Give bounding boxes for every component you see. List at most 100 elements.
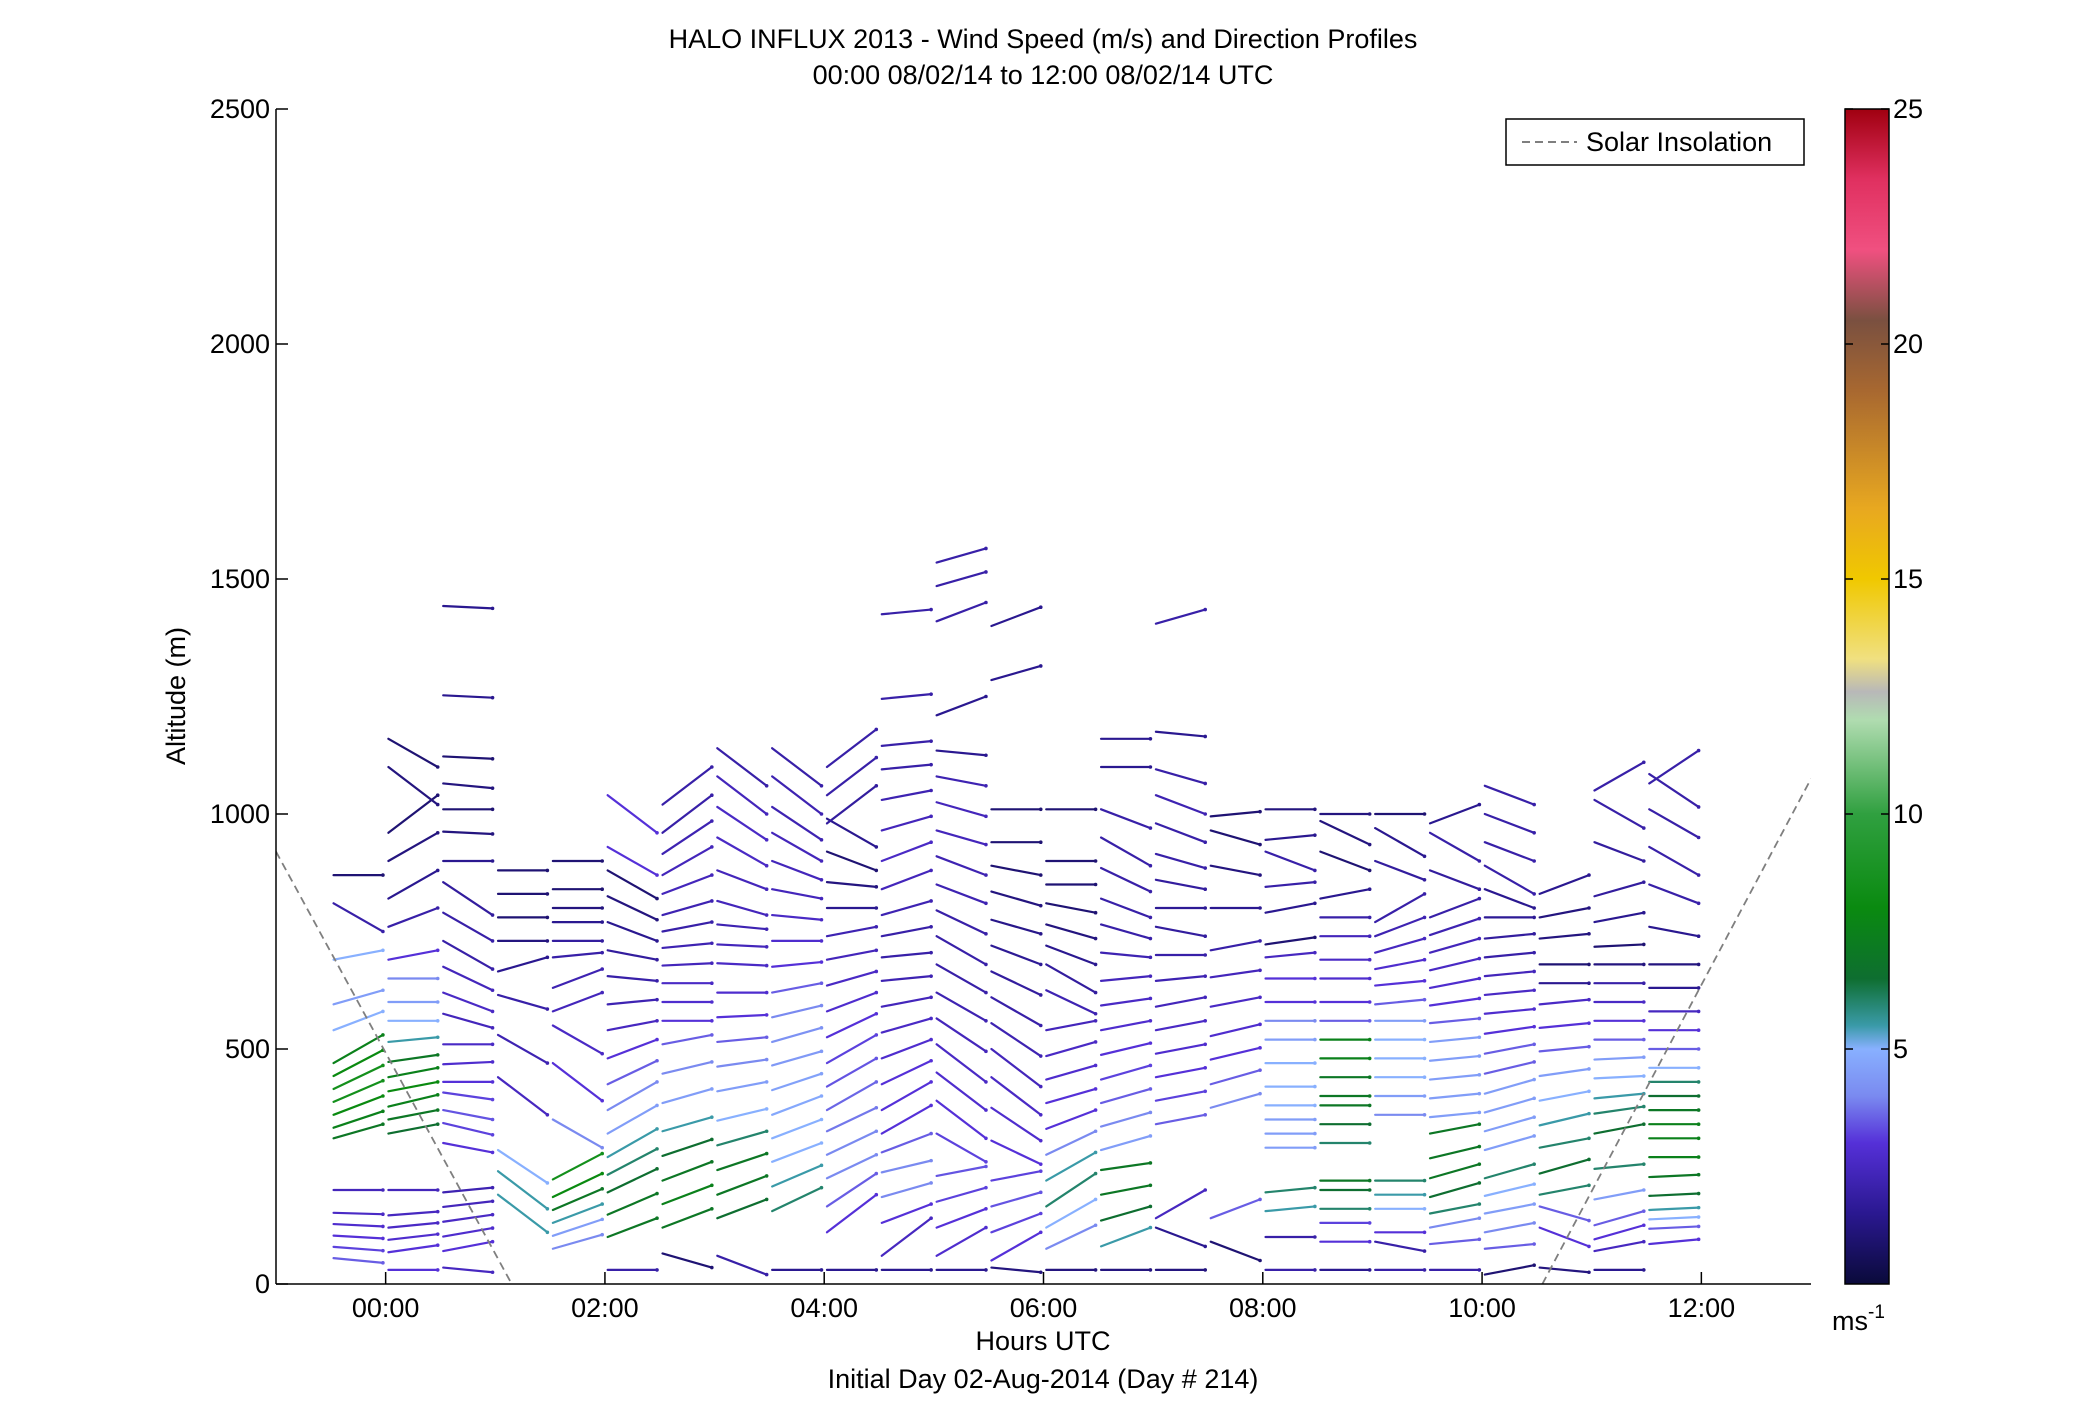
wind-barb-head [435,1188,440,1192]
wind-barb-head [764,944,769,949]
wind-barb [1648,1206,1700,1212]
wind-barb-head [984,1185,988,1190]
wind-barb-head [490,1080,495,1084]
wind-barb [332,1010,385,1032]
wind-barb [880,789,933,802]
wind-barb [1099,975,1152,982]
wind-barb-head [929,1058,933,1063]
wind-barb [1209,1023,1262,1038]
wind-barb-head [710,1019,714,1023]
wind-barb-head [710,1000,714,1004]
solar-insolation-line [276,851,513,1284]
wind-barb-head [1696,1028,1701,1032]
wind-barb [551,1202,604,1225]
wind-barb-head [984,1019,988,1023]
wind-barb [387,1221,439,1229]
wind-barb-head [1367,812,1372,816]
wind-barb [661,1160,713,1182]
wind-barb-head [381,1236,385,1241]
wind-barb-head [874,885,879,889]
wind-barb-head [710,941,714,946]
wind-barb-head [929,1037,933,1042]
wind-barb-head [710,1183,714,1188]
wind-barb-head [1313,1204,1317,1209]
wind-barb [1154,852,1207,870]
wind-barb-head [1532,1162,1536,1166]
wind-barb-head [764,913,769,917]
wind-barb-head [655,873,659,877]
wind-barb-head [929,974,933,978]
wind-barb-head [435,802,440,807]
wind-barb-head [1367,1103,1372,1108]
wind-barb [716,1198,768,1220]
colorbar-tick-label: 20 [1893,329,1923,359]
wind-barb [496,993,549,1011]
wind-barb [990,944,1042,966]
wind-barb-head [1587,932,1591,936]
wind-barb-head [381,988,385,993]
wind-barb [551,1233,604,1250]
wind-barb-head [655,939,659,943]
wind-barb [716,1174,768,1196]
wind-barb [1154,1043,1207,1055]
wind-barb-head [381,929,385,934]
wind-barb-head [381,1094,385,1098]
wind-barb [935,801,988,818]
wind-barb-head [1696,1009,1701,1014]
y-tick-label: 1500 [210,564,270,594]
wind-barb [935,1132,988,1163]
wind-barb [880,608,933,616]
wind-barb-head [600,920,604,924]
wind-barb [1374,826,1426,858]
wind-barb-head [1641,880,1646,884]
wind-barb-head [1641,1019,1646,1023]
colorbar-unit-base: ms [1832,1306,1868,1336]
wind-barb-head [874,1056,879,1061]
wind-barb-head [984,753,988,758]
wind-barb-head [1532,859,1536,863]
wind-barb-head [819,1268,824,1272]
x-axis-sublabel: Initial Day 02-Aug-2014 (Day # 214) [828,1364,1259,1394]
wind-barb [825,991,878,1013]
wind-barb-head [764,927,769,931]
wind-barb-head [1203,974,1208,978]
wind-barb [332,1257,385,1264]
wind-barb-head [874,845,879,849]
wind-barb [1154,1188,1207,1220]
wind-barb-head [1038,962,1043,967]
wind-barb-head [1532,988,1536,993]
wind-barb-head [600,1151,604,1156]
wind-barb-head [600,967,604,971]
wind-barb [1099,1134,1152,1152]
wind-barb-head [1641,1223,1646,1228]
wind-barb-head [655,831,659,835]
wind-barb [496,1076,549,1116]
wind-barb [1154,730,1207,738]
wind-barb [442,1091,494,1101]
wind-barb [332,1245,385,1252]
wind-barb [771,1050,823,1067]
wind-barb [332,902,385,933]
wind-barb-head [1093,807,1098,812]
wind-barb [1099,923,1152,940]
wind-barb-head [490,1117,495,1122]
wind-barb-head [1093,1268,1098,1272]
wind-barb [1483,1116,1536,1133]
wind-barb-head [490,1097,495,1102]
wind-barb [1264,1205,1316,1213]
wind-barb-head [1367,1239,1372,1244]
wind-barb [990,606,1042,628]
wind-barb [1428,1073,1481,1081]
wind-barb-head [1148,765,1153,769]
wind-barb [1154,1090,1207,1102]
wind-barb-head [435,793,440,797]
wind-barb [1045,1198,1097,1229]
wind-barb [935,775,988,787]
wind-barb-head [1696,1047,1701,1051]
wind-barb [825,970,878,987]
wind-barb-head [600,1145,604,1150]
wind-barb-head [764,838,769,842]
wind-barb-head [1696,1172,1701,1177]
wind-barb-head [819,917,824,922]
wind-barb-head [1422,878,1427,882]
